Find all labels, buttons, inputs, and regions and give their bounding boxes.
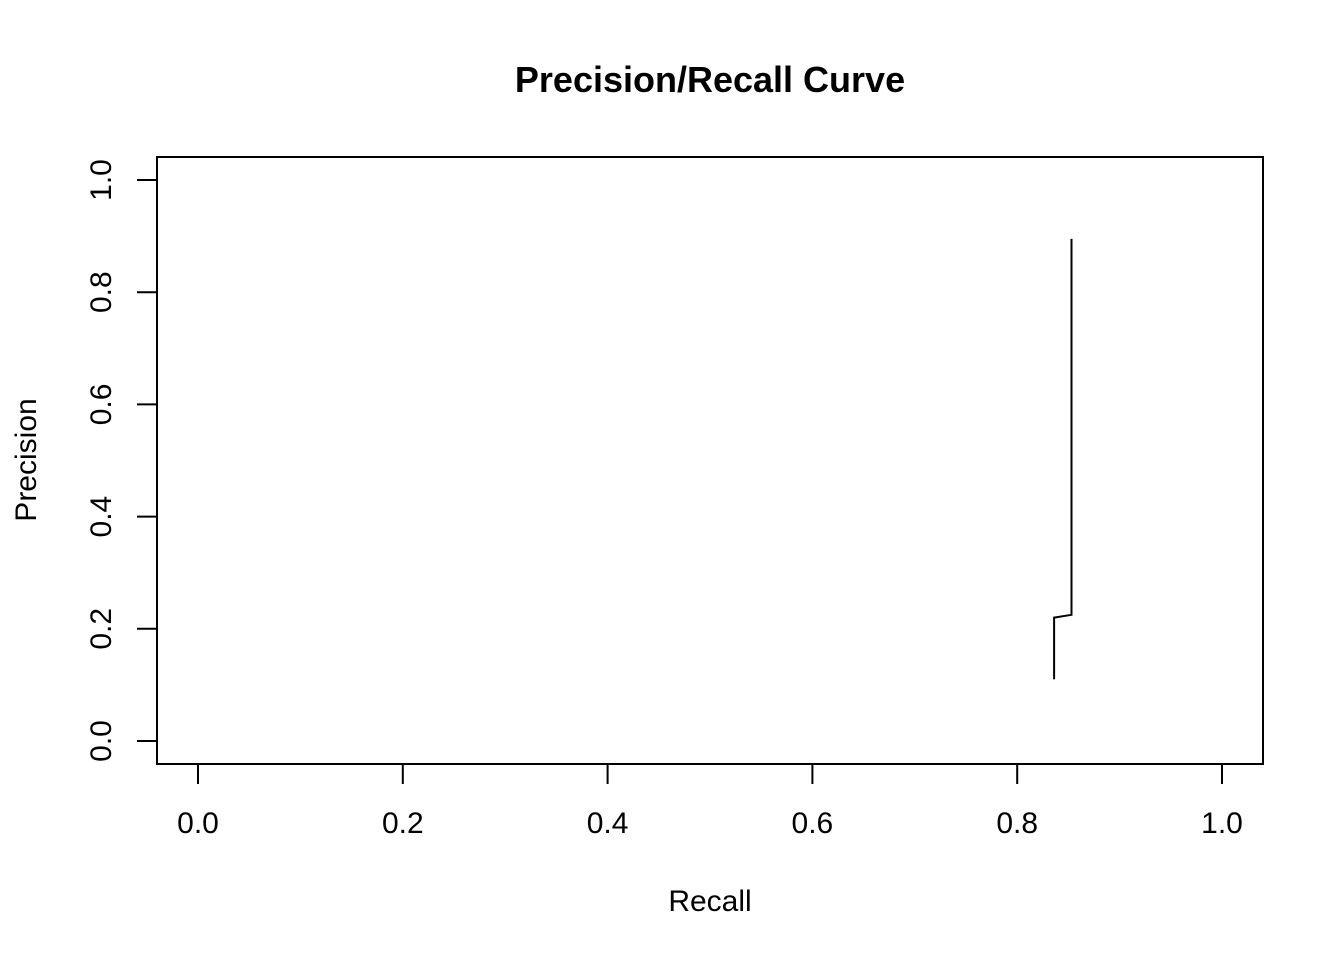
y-axis: 0.0 0.2 0.4 0.6 0.8 1.0: [85, 159, 158, 762]
y-tick-label: 0.4: [85, 496, 118, 538]
x-tick-label: 0.2: [382, 807, 424, 840]
y-tick-label: 0.8: [85, 271, 118, 313]
x-axis-label: Recall: [668, 885, 751, 918]
y-tick-label: 0.2: [85, 608, 118, 650]
chart-title: Precision/Recall Curve: [515, 59, 905, 100]
plot-frame: [156, 156, 1264, 765]
precision-recall-line: [1053, 238, 1073, 680]
x-tick-label: 0.0: [177, 807, 219, 840]
y-tick-label: 0.0: [85, 720, 118, 762]
y-tick-label: 1.0: [85, 159, 118, 201]
y-tick-label: 0.6: [85, 384, 118, 426]
series-layer: [1053, 238, 1073, 680]
y-axis-label: Precision: [10, 398, 43, 521]
x-tick-label: 0.4: [587, 807, 629, 840]
x-axis: 0.0 0.2 0.4 0.6 0.8 1.0: [177, 763, 1243, 840]
x-tick-label: 0.8: [996, 807, 1038, 840]
x-tick-label: 1.0: [1201, 807, 1243, 840]
x-tick-label: 0.6: [792, 807, 834, 840]
